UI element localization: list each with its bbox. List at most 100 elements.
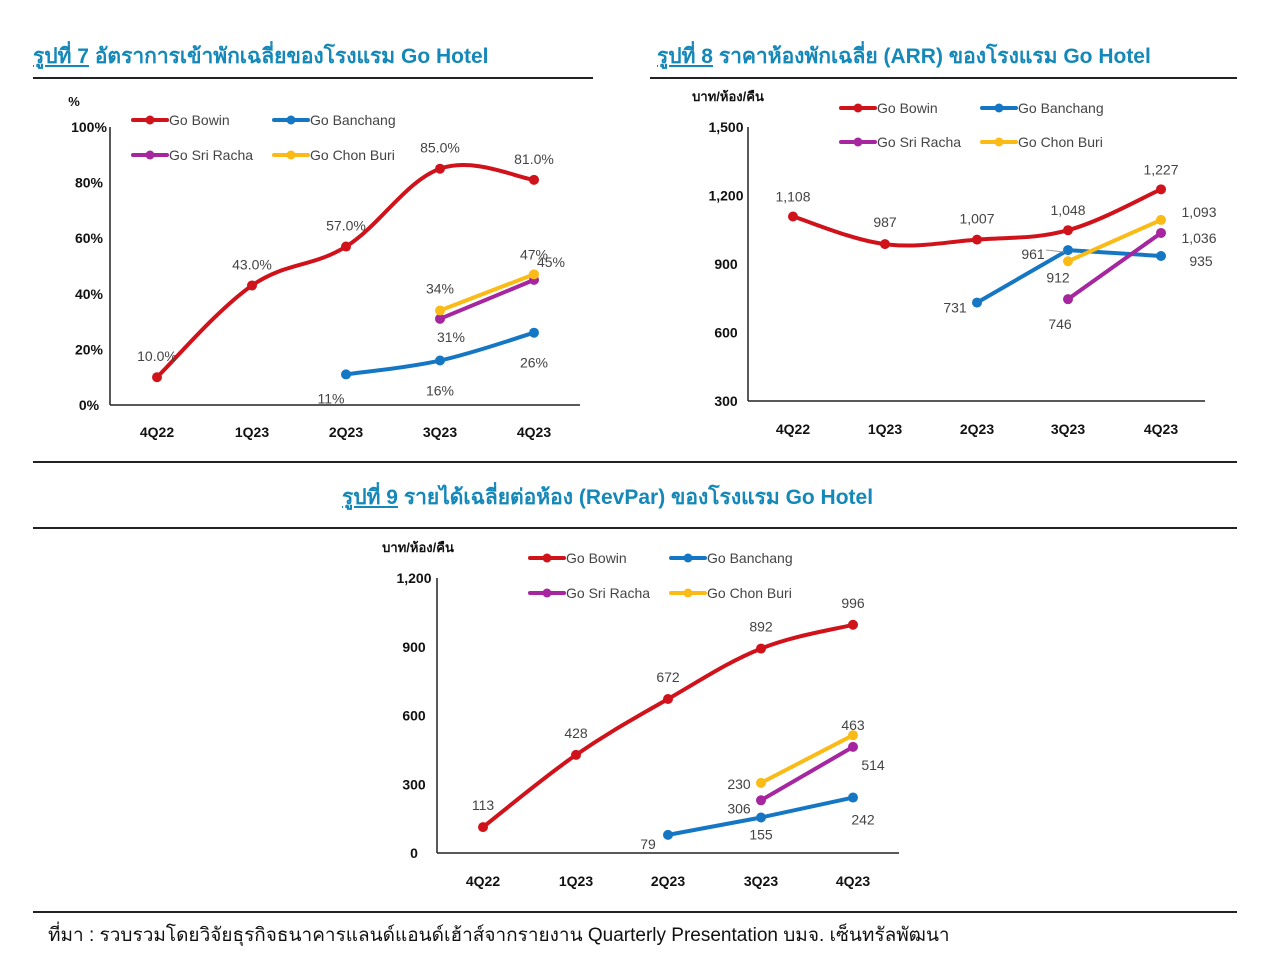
x-tick-label: 2Q23 <box>651 873 685 889</box>
legend-label: Go Bowin <box>566 550 627 566</box>
data-point <box>972 234 982 245</box>
x-tick-label: 4Q22 <box>466 873 500 889</box>
y-tick-label: 300 <box>402 776 426 792</box>
series-line-go-sri-racha <box>1066 230 1163 302</box>
y-tick-label: 0% <box>79 397 100 413</box>
y-tick-label: 100% <box>71 119 107 135</box>
data-point <box>571 749 581 760</box>
data-label: 230 <box>727 776 751 792</box>
x-tick-label: 4Q22 <box>776 421 810 437</box>
legend-label: Go Chon Buri <box>707 585 792 601</box>
leader-line <box>1045 249 1065 253</box>
data-point <box>247 280 257 291</box>
legend-label: Go Chon Buri <box>310 147 395 163</box>
data-label: 1,036 <box>1181 230 1216 246</box>
data-point <box>663 694 673 704</box>
data-label: 912 <box>1046 269 1070 285</box>
data-point <box>1063 294 1073 305</box>
figure-7-title-text: อัตราการเข้าพักเฉลี่ยของโรงแรม Go Hotel <box>94 45 489 68</box>
legend-marker <box>853 137 863 147</box>
data-label: 306 <box>727 800 751 816</box>
divider <box>33 527 1237 529</box>
x-tick-label: 2Q23 <box>329 424 363 440</box>
data-label: 672 <box>656 669 680 685</box>
y-tick-label: 600 <box>402 708 426 724</box>
data-point <box>756 812 766 823</box>
x-tick-label: 1Q23 <box>868 421 902 437</box>
figure-7-title: รูปที่ 7 อัตราการเข้าพักเฉลี่ยของโรงแรม … <box>33 40 488 73</box>
data-point <box>880 239 890 250</box>
data-label: 1,108 <box>775 189 810 205</box>
figure-9-title-text: รายได้เฉลี่ยต่อห้อง (RevPar) ของโรงแรม G… <box>403 486 874 509</box>
data-point <box>341 241 351 252</box>
x-tick-label: 4Q22 <box>140 424 174 440</box>
data-point <box>756 795 766 806</box>
legend-marker <box>683 588 693 598</box>
data-label: 10.0% <box>137 348 177 364</box>
data-label: 961 <box>1021 246 1045 262</box>
series-line-go-bowin <box>481 622 855 830</box>
data-point <box>848 741 858 752</box>
source-note: ที่มา : รวบรวมโดยวิจัยธุรกิจธนาคารแลนด์แ… <box>48 925 950 946</box>
data-label: 11% <box>318 390 345 406</box>
data-point <box>848 730 858 741</box>
divider <box>33 911 1237 913</box>
figure-8-label: รูปที่ 8 <box>657 45 713 68</box>
data-label: 57.0% <box>326 218 366 234</box>
y-tick-label: 600 <box>714 325 738 341</box>
data-label: 16% <box>426 383 454 399</box>
legend-label: Go Sri Racha <box>169 147 253 163</box>
y-tick-label: 0 <box>410 845 418 861</box>
legend-marker <box>145 115 155 125</box>
legend-marker <box>853 103 863 113</box>
data-point <box>788 211 798 222</box>
data-point <box>341 369 351 380</box>
data-label: 43.0% <box>232 256 272 272</box>
data-label: 31% <box>437 329 465 345</box>
series-line-go-bowin <box>155 163 536 380</box>
series-line-go-chon-buri <box>438 272 536 313</box>
data-label: 1,007 <box>959 211 994 227</box>
divider <box>33 77 593 79</box>
legend-label: Go Sri Racha <box>877 134 961 150</box>
figure-9-title: รูปที่ 9 รายได้เฉลี่ยต่อห้อง (RevPar) ขอ… <box>342 481 873 514</box>
data-label: 85.0% <box>420 140 460 156</box>
data-label: 996 <box>841 595 865 611</box>
figure-8-title-text: ราคาห้องพักเฉลี่ย (ARR) ของโรงแรม Go Hot… <box>718 45 1151 68</box>
y-axis-label: บาท/ห้อง/คืน <box>692 89 764 104</box>
legend-label: Go Bowin <box>169 112 230 128</box>
x-tick-label: 1Q23 <box>559 873 593 889</box>
data-label: 1,048 <box>1050 202 1085 218</box>
legend-marker <box>994 137 1004 147</box>
series-line-go-chon-buri <box>1066 217 1163 264</box>
legend-marker <box>145 150 155 160</box>
y-tick-label: 20% <box>75 341 104 357</box>
y-tick-label: 300 <box>714 393 738 409</box>
data-point <box>663 829 673 840</box>
data-label: 1,093 <box>1181 204 1216 220</box>
y-tick-label: 900 <box>402 639 426 655</box>
y-tick-label: 1,500 <box>708 119 743 135</box>
data-point <box>756 777 766 788</box>
data-point <box>435 355 445 366</box>
x-tick-label: 1Q23 <box>235 424 269 440</box>
data-point <box>848 619 858 630</box>
y-tick-label: 80% <box>75 175 104 191</box>
series-line-go-chon-buri <box>759 733 855 785</box>
y-axis-label: บาท/ห้อง/คืน <box>382 540 454 555</box>
legend-label: Go Banchang <box>310 112 396 128</box>
data-point <box>435 305 445 316</box>
figure-7-label: รูปที่ 7 <box>33 45 89 68</box>
y-axis-label: % <box>68 94 80 109</box>
figure-9-label: รูปที่ 9 <box>342 486 398 509</box>
data-label: 746 <box>1048 316 1072 332</box>
data-label: 26% <box>520 355 548 371</box>
data-label: 428 <box>564 725 588 741</box>
data-label: 34% <box>426 280 454 296</box>
data-point <box>1063 245 1073 256</box>
legend-label: Go Chon Buri <box>1018 134 1103 150</box>
series-line-go-sri-racha <box>759 744 855 803</box>
divider <box>650 77 1237 79</box>
figure-8-title: รูปที่ 8 ราคาห้องพักเฉลี่ย (ARR) ของโรงแ… <box>657 40 1151 73</box>
